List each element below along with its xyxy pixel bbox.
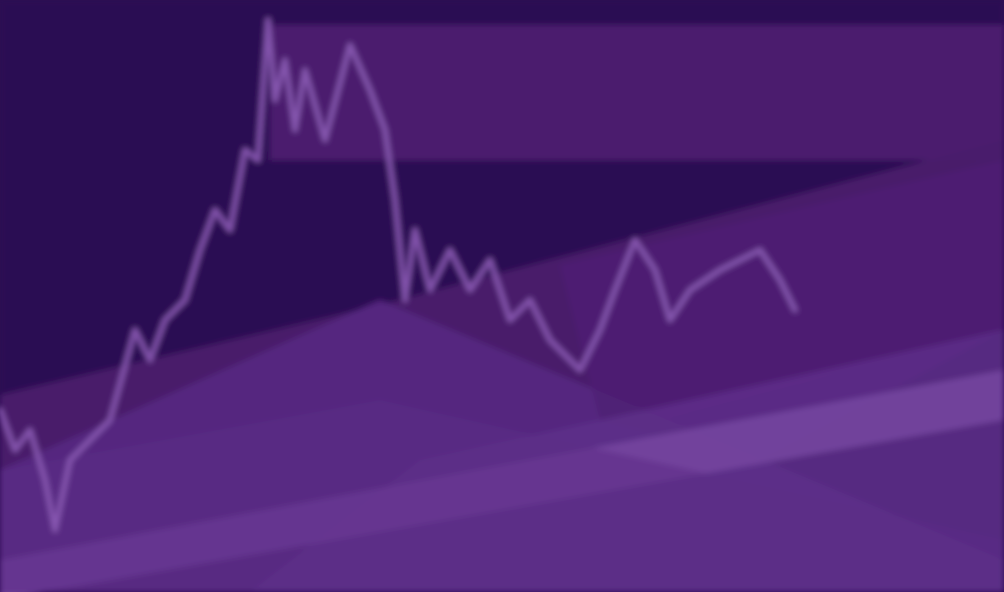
decorative-line xyxy=(0,17,798,533)
band xyxy=(0,400,1004,592)
band xyxy=(270,25,1004,160)
